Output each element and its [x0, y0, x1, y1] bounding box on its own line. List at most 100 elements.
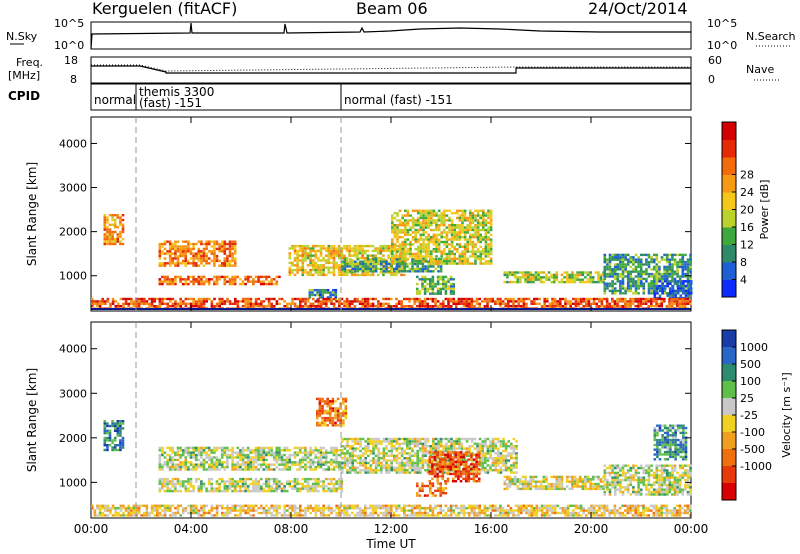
data-cell: [327, 465, 331, 469]
data-cell: [611, 272, 614, 276]
data-cell: [174, 247, 177, 251]
data-cell: [231, 254, 234, 258]
data-cell: [331, 424, 335, 427]
data-cell: [241, 477, 245, 481]
data-cell: [207, 257, 211, 260]
data-cell: [419, 250, 423, 253]
data-cell: [504, 302, 507, 305]
data-cell: [616, 258, 620, 261]
data-cell: [166, 305, 169, 308]
data-cell: [626, 284, 630, 288]
data-cell: [285, 489, 289, 493]
data-cell: [260, 300, 263, 303]
data-cell: [257, 451, 260, 454]
data-cell: [330, 247, 333, 250]
data-cell: [689, 260, 692, 264]
data-cell: [301, 305, 305, 308]
data-cell: [611, 289, 614, 293]
data-cell: [210, 468, 214, 471]
data-cell: [395, 297, 398, 301]
data-cell: [687, 292, 690, 295]
data-cell: [231, 245, 234, 248]
data-cell: [484, 255, 488, 258]
data-cell: [398, 262, 402, 265]
data-cell: [205, 451, 208, 454]
data-cell: [324, 458, 328, 462]
data-cell: [179, 300, 182, 303]
data-cell: [391, 252, 394, 256]
data-cell: [650, 284, 653, 288]
data-cell: [187, 477, 190, 481]
data-cell: [411, 461, 414, 465]
data-cell: [218, 463, 221, 466]
data-cell: [318, 296, 322, 299]
data-cell: [559, 305, 562, 308]
data-cell: [400, 461, 404, 465]
data-cell: [364, 302, 367, 305]
data-cell: [665, 277, 669, 281]
data-cell: [400, 471, 404, 474]
data-cell: [312, 305, 315, 308]
data-cell: [210, 250, 214, 253]
data-cell: [215, 456, 219, 459]
data-cell: [445, 243, 449, 246]
data-cell: [501, 300, 505, 303]
data-cell: [603, 287, 607, 290]
data-cell: [316, 424, 319, 427]
data-cell: [304, 305, 307, 308]
data-cell: [382, 265, 386, 268]
data-cell: [184, 245, 188, 248]
data-cell: [413, 300, 416, 303]
data-cell: [337, 256, 341, 260]
data-cell: [568, 273, 572, 277]
data-cell: [421, 437, 425, 441]
data-cell: [106, 297, 110, 301]
data-cell: [535, 302, 539, 305]
data-cell: [288, 465, 292, 469]
data-cell: [526, 271, 530, 274]
data-cell: [435, 221, 438, 224]
data-cell: [440, 231, 443, 234]
data-cell: [298, 451, 302, 454]
data-cell: [568, 280, 572, 284]
data-cell: [330, 468, 333, 471]
data-cell: [390, 466, 393, 469]
data-cell: [384, 244, 388, 248]
data-cell: [161, 477, 164, 481]
data-cell: [656, 292, 659, 295]
data-cell: [202, 482, 206, 486]
data-cell: [456, 212, 459, 215]
data-cell: [210, 252, 214, 255]
data-cell: [416, 464, 419, 467]
data-cell: [231, 264, 234, 267]
data-cell: [283, 458, 286, 462]
data-cell: [103, 216, 107, 219]
data-cell: [306, 247, 310, 250]
data-cell: [372, 262, 375, 266]
data-cell: [121, 444, 125, 447]
data-cell: [200, 489, 203, 493]
data-cell: [645, 260, 648, 264]
data-cell: [371, 249, 375, 253]
data-cell: [652, 258, 656, 261]
data-cell: [348, 268, 351, 272]
data-cell: [309, 302, 312, 305]
data-cell: [406, 262, 409, 266]
data-cell: [417, 221, 420, 224]
data-cell: [409, 226, 412, 229]
data-cell: [427, 250, 430, 253]
data-cell: [231, 477, 234, 481]
data-cell: [213, 489, 216, 493]
data-cell: [364, 466, 367, 469]
data-cell: [458, 440, 461, 443]
data-cell: [458, 224, 462, 227]
data-cell: [359, 449, 362, 453]
data-cell: [463, 226, 467, 229]
data-cell: [434, 461, 438, 465]
data-cell: [184, 446, 188, 450]
data-cell: [471, 221, 475, 224]
data-cell: [323, 419, 327, 422]
data-cell: [121, 439, 125, 442]
data-cell: [626, 287, 630, 290]
data-cell: [460, 447, 464, 450]
